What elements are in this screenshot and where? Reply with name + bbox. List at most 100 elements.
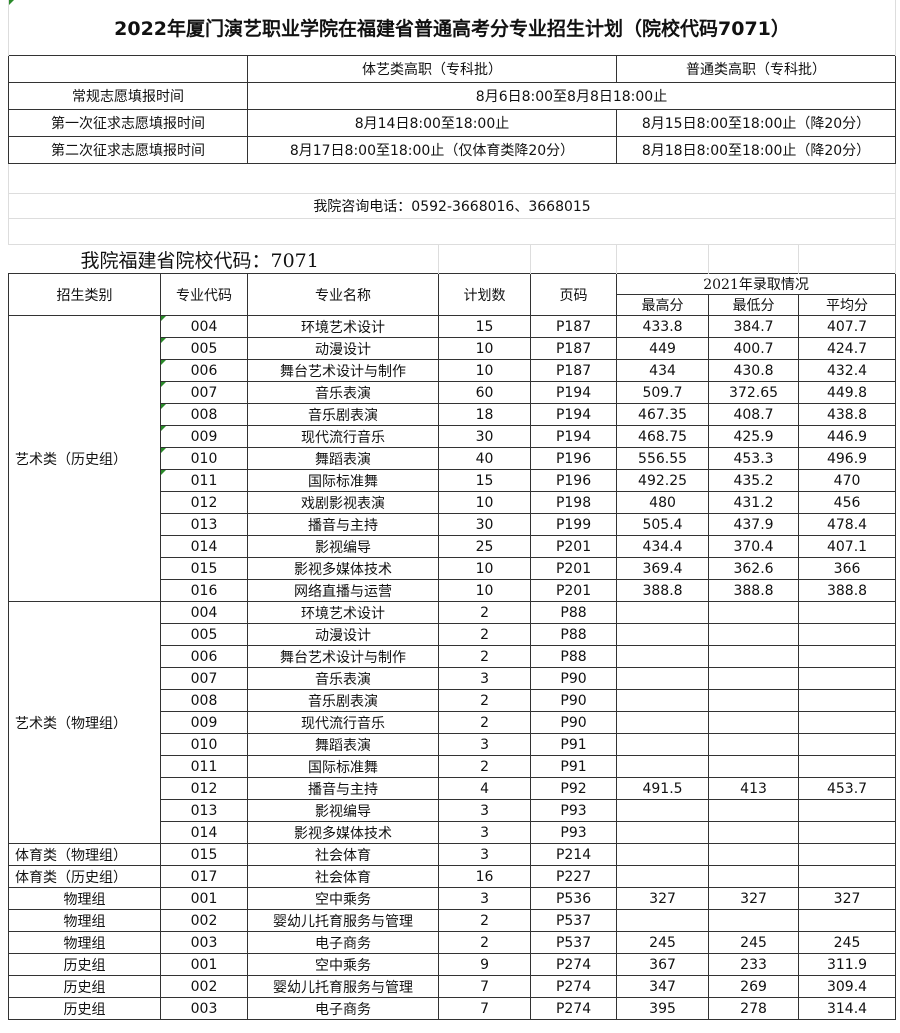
table-row: 007 音乐表演 60 P194 509.7 372.65 449.8 bbox=[9, 381, 897, 404]
header-general: 普通类高职（专科批） bbox=[615, 55, 897, 83]
spreadsheet: 2022年厦门演艺职业学院在福建省普通高考分专业招生计划（院校代码7071） 体… bbox=[7, 0, 897, 1020]
avg-cell bbox=[798, 645, 897, 668]
code-cell: 008 bbox=[160, 403, 248, 426]
max-cell: 467.35 bbox=[616, 403, 710, 426]
plan-cell: 15 bbox=[438, 315, 532, 338]
plan-cell: 2 bbox=[438, 645, 532, 668]
header-plan: 计划数 bbox=[438, 273, 532, 316]
page-cell: P194 bbox=[530, 403, 618, 426]
max-cell bbox=[616, 623, 710, 646]
plan-cell: 10 bbox=[438, 579, 532, 602]
category-cell: 历史组 bbox=[8, 997, 161, 1020]
plan-cell: 2 bbox=[438, 755, 532, 778]
avg-cell bbox=[798, 843, 897, 866]
header-page: 页码 bbox=[530, 273, 618, 316]
avg-cell: 407.7 bbox=[798, 315, 897, 338]
avg-cell bbox=[798, 689, 897, 712]
plan-cell: 10 bbox=[438, 557, 532, 580]
avg-cell bbox=[798, 755, 897, 778]
min-cell: 278 bbox=[708, 997, 800, 1020]
max-cell bbox=[616, 843, 710, 866]
plan-cell: 2 bbox=[438, 711, 532, 734]
plan-cell: 2 bbox=[438, 689, 532, 712]
name-cell: 舞台艺术设计与制作 bbox=[246, 359, 440, 382]
code-cell: 010 bbox=[160, 733, 248, 756]
code-cell: 014 bbox=[160, 821, 248, 844]
name-cell: 舞蹈表演 bbox=[246, 447, 440, 470]
code-cell: 009 bbox=[160, 425, 248, 448]
max-cell: 369.4 bbox=[616, 557, 710, 580]
min-cell bbox=[708, 711, 800, 734]
max-cell bbox=[616, 601, 710, 624]
avg-cell bbox=[798, 667, 897, 690]
schedule-table: 2022年厦门演艺职业学院在福建省普通高考分专业招生计划（院校代码7071） 体… bbox=[7, 0, 897, 245]
page-cell: P274 bbox=[530, 953, 618, 976]
max-cell bbox=[616, 865, 710, 888]
max-cell bbox=[616, 645, 710, 668]
enrollment-table: 我院福建省院校代码：7071 招生类别 专业代码 专业名称 计划数 页码 202… bbox=[8, 245, 897, 1020]
page-cell: P91 bbox=[530, 733, 618, 756]
code-cell: 015 bbox=[160, 557, 248, 580]
table-row: 011 国际标准舞 2 P91 bbox=[9, 755, 897, 778]
empty-cell bbox=[798, 245, 897, 274]
table-row: 005 动漫设计 10 P187 449 400.7 424.7 bbox=[9, 337, 897, 360]
plan-cell: 3 bbox=[438, 799, 532, 822]
avg-cell: 309.4 bbox=[798, 975, 897, 998]
avg-cell bbox=[798, 865, 897, 888]
min-cell: 430.8 bbox=[708, 359, 800, 382]
min-cell: 384.7 bbox=[708, 315, 800, 338]
page-cell: P198 bbox=[530, 491, 618, 514]
table-row: 013 播音与主持 30 P199 505.4 437.9 478.4 bbox=[9, 513, 897, 536]
table-row: 体育类（物理组） 015 社会体育 3 P214 bbox=[8, 843, 897, 866]
table-row: 008 音乐剧表演 18 P194 467.35 408.7 438.8 bbox=[9, 403, 897, 426]
code-cell: 015 bbox=[160, 843, 248, 866]
avg-cell: 496.9 bbox=[798, 447, 897, 470]
code-cell: 007 bbox=[160, 381, 248, 404]
page-title: 2022年厦门演艺职业学院在福建省普通高考分专业招生计划（院校代码7071） bbox=[7, 0, 897, 56]
page-cell: P201 bbox=[530, 579, 618, 602]
max-cell: 449 bbox=[616, 337, 710, 360]
min-cell: 388.8 bbox=[708, 579, 800, 602]
category-cell: 物理组 bbox=[8, 887, 161, 910]
name-cell: 网络直播与运营 bbox=[246, 579, 440, 602]
table-row: 013 影视编导 3 P93 bbox=[9, 799, 897, 822]
plan-cell: 3 bbox=[438, 667, 532, 690]
name-cell: 空中乘务 bbox=[246, 953, 440, 976]
avg-cell: 478.4 bbox=[798, 513, 897, 536]
table-row: 物理组 001 空中乘务 3 P536 327 327 327 bbox=[8, 887, 897, 910]
plan-cell: 3 bbox=[438, 843, 532, 866]
page-cell: P227 bbox=[530, 865, 618, 888]
code-cell: 002 bbox=[160, 909, 248, 932]
code-cell: 007 bbox=[160, 667, 248, 690]
table-row: 历史组 002 婴幼儿托育服务与管理 7 P274 347 269 309.4 bbox=[8, 975, 897, 998]
avg-cell bbox=[798, 711, 897, 734]
schedule-value: 8月18日8:00至18:00止（降20分） bbox=[615, 136, 897, 164]
max-cell bbox=[616, 733, 710, 756]
avg-cell: 424.7 bbox=[798, 337, 897, 360]
min-cell bbox=[708, 667, 800, 690]
empty-cell bbox=[616, 245, 710, 274]
min-cell bbox=[708, 623, 800, 646]
page-cell: P93 bbox=[530, 799, 618, 822]
plan-cell: 7 bbox=[438, 997, 532, 1020]
avg-cell bbox=[798, 799, 897, 822]
plan-cell: 60 bbox=[438, 381, 532, 404]
category-cell: 艺术类（历史组） bbox=[8, 315, 161, 602]
min-cell: 408.7 bbox=[708, 403, 800, 426]
table-row: 艺术类（物理组） 004 环境艺术设计 2 P88 bbox=[8, 601, 897, 844]
min-cell bbox=[708, 843, 800, 866]
table-row: 016 网络直播与运营 10 P201 388.8 388.8 388.8 bbox=[9, 579, 897, 602]
max-cell: 327 bbox=[616, 887, 710, 910]
page-cell: P187 bbox=[530, 359, 618, 382]
header-category: 招生类别 bbox=[8, 273, 161, 316]
code-cell: 006 bbox=[160, 359, 248, 382]
page-cell: P199 bbox=[530, 513, 618, 536]
code-cell: 006 bbox=[160, 645, 248, 668]
category-cell: 物理组 bbox=[8, 909, 161, 932]
code-cell: 008 bbox=[160, 689, 248, 712]
avg-cell: 470 bbox=[798, 469, 897, 492]
table-row: 009 现代流行音乐 2 P90 bbox=[9, 711, 897, 734]
code-cell: 005 bbox=[160, 337, 248, 360]
max-cell: 395 bbox=[616, 997, 710, 1020]
name-cell: 影视多媒体技术 bbox=[246, 557, 440, 580]
